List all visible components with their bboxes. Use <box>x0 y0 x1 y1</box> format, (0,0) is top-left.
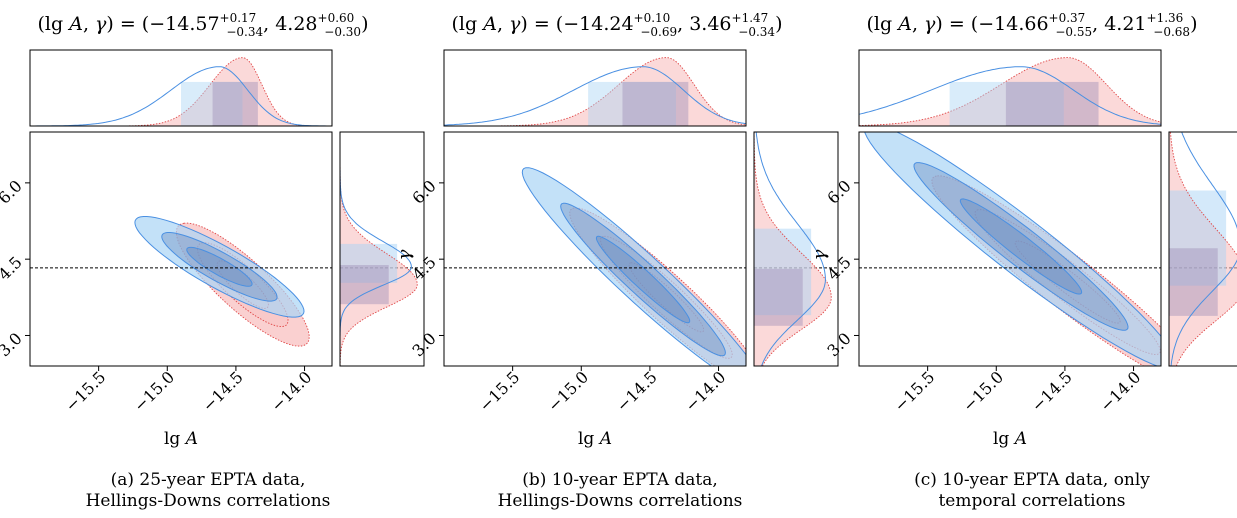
side-marginal <box>753 131 839 367</box>
blue-top-band <box>181 81 243 126</box>
blue-side-band <box>340 243 398 283</box>
x-axis-label: lg A <box>164 429 198 449</box>
contour-group <box>134 216 310 347</box>
y-tick-label: 3.0 <box>0 329 26 360</box>
panel-a: (lg A, γ) = (−14.57+0.17 −0.34, 4.28+0.60… <box>0 11 425 449</box>
side-marginal-frame <box>753 131 839 367</box>
x-axis-label: lg A <box>993 429 1027 449</box>
overlap-side-band <box>1169 248 1218 316</box>
red-side-line <box>753 132 832 367</box>
x-tick-label: −15.5 <box>890 367 938 415</box>
red-top-fill <box>859 57 1161 126</box>
red-top-fill <box>444 57 746 126</box>
top-marginal-frame <box>29 49 333 127</box>
x-tick-label: −14.0 <box>267 367 315 415</box>
blue-side-band <box>754 228 812 316</box>
caption-c-line2: temporal correlations <box>938 491 1126 511</box>
y-axis-label: γ <box>0 249 1 260</box>
red-side-line <box>1169 131 1237 367</box>
main-axes-frame <box>443 131 747 367</box>
blue-contour-3 <box>595 235 691 324</box>
blue-contour-2 <box>161 232 278 302</box>
blue-top-line <box>858 66 1162 125</box>
y-tick-label: 6.0 <box>0 176 26 207</box>
y-tick-label: 6.0 <box>823 176 854 207</box>
caption-c: (c) 10-year EPTA data, only temporal cor… <box>832 470 1232 512</box>
x-tick-label: −15.5 <box>475 367 523 415</box>
blue-contour-2 <box>560 202 726 357</box>
top-marginal-frame <box>443 49 747 127</box>
overlap-top-band <box>622 81 689 126</box>
x-tick-label: −15.5 <box>61 367 109 415</box>
blue-top-band <box>949 81 1064 126</box>
blue-side-band <box>1169 190 1227 286</box>
overlap-top-band <box>212 81 258 126</box>
top-marginal-frame <box>858 49 1162 127</box>
top-marginal <box>443 49 747 127</box>
x-axis-label: lg A <box>578 429 612 449</box>
blue-side-line <box>755 131 826 367</box>
panel-b: (lg A, γ) = (−14.24+0.10 −0.69, 3.46+1.47… <box>394 11 839 449</box>
contour-group <box>864 132 1161 366</box>
caption-b-line1: (b) 10-year EPTA data, <box>522 470 718 490</box>
panel-title: (lg A, γ) = (−14.57+0.17 −0.34, 4.28+0.60… <box>38 11 369 39</box>
red-top-fill <box>30 57 332 127</box>
x-tick-label: −14.0 <box>681 367 729 415</box>
y-tick-label: 3.0 <box>823 329 854 360</box>
y-axis-label: γ <box>394 249 415 260</box>
x-tick-label: −14.5 <box>613 367 661 415</box>
panel-title: (lg A, γ) = (−14.66+0.37 −0.55, 4.21+1.36… <box>867 11 1198 39</box>
main-axes-frame <box>29 131 333 367</box>
side-marginal <box>1168 131 1237 367</box>
top-marginal <box>858 49 1162 127</box>
blue-top-line <box>443 66 747 126</box>
x-tick-label: −14.0 <box>1096 367 1144 415</box>
caption-c-line1: (c) 10-year EPTA data, only <box>914 470 1150 490</box>
side-marginal <box>339 131 425 367</box>
top-marginal <box>29 49 333 127</box>
red-top-line <box>30 57 332 127</box>
main-axes-frame <box>858 131 1162 367</box>
x-tick-label: −15.0 <box>544 367 592 415</box>
blue-contour-2 <box>913 162 1129 331</box>
panel-c: (lg A, γ) = (−14.66+0.37 −0.55, 4.21+1.36… <box>809 11 1237 449</box>
caption-a-line1: (a) 25-year EPTA data, <box>110 470 306 490</box>
y-tick-label: 3.0 <box>408 329 439 360</box>
contour-group <box>521 167 746 366</box>
blue-top-band <box>588 81 676 126</box>
caption-b-line2: Hellings-Downs correlations <box>497 491 743 511</box>
blue-contour-1 <box>521 167 746 366</box>
blue-contour-3 <box>186 246 253 287</box>
y-tick-label: 4.5 <box>0 253 26 284</box>
blue-contour-1 <box>134 216 305 318</box>
x-tick-label: −14.5 <box>199 367 247 415</box>
side-marginal-frame <box>339 131 425 367</box>
y-tick-label: 6.0 <box>408 176 439 207</box>
x-tick-label: −15.0 <box>130 367 178 415</box>
caption-a: (a) 25-year EPTA data, Hellings-Downs co… <box>8 470 408 512</box>
overlap-top-band <box>1005 81 1099 126</box>
blue-contour-1 <box>864 132 1161 366</box>
overlap-side-band <box>340 265 389 305</box>
x-tick-label: −15.0 <box>959 367 1007 415</box>
y-axis-label: γ <box>809 249 830 260</box>
blue-contour-3 <box>959 198 1083 295</box>
x-tick-label: −14.5 <box>1028 367 1076 415</box>
caption-a-line2: Hellings-Downs correlations <box>85 491 331 511</box>
caption-b: (b) 10-year EPTA data, Hellings-Downs co… <box>420 470 820 512</box>
blue-top-line <box>30 66 332 127</box>
blue-side-line <box>1170 131 1237 367</box>
side-marginal-frame <box>1168 131 1237 367</box>
panel-title: (lg A, γ) = (−14.24+0.10 −0.69, 3.46+1.47… <box>452 11 783 39</box>
overlap-side-band <box>754 268 803 326</box>
